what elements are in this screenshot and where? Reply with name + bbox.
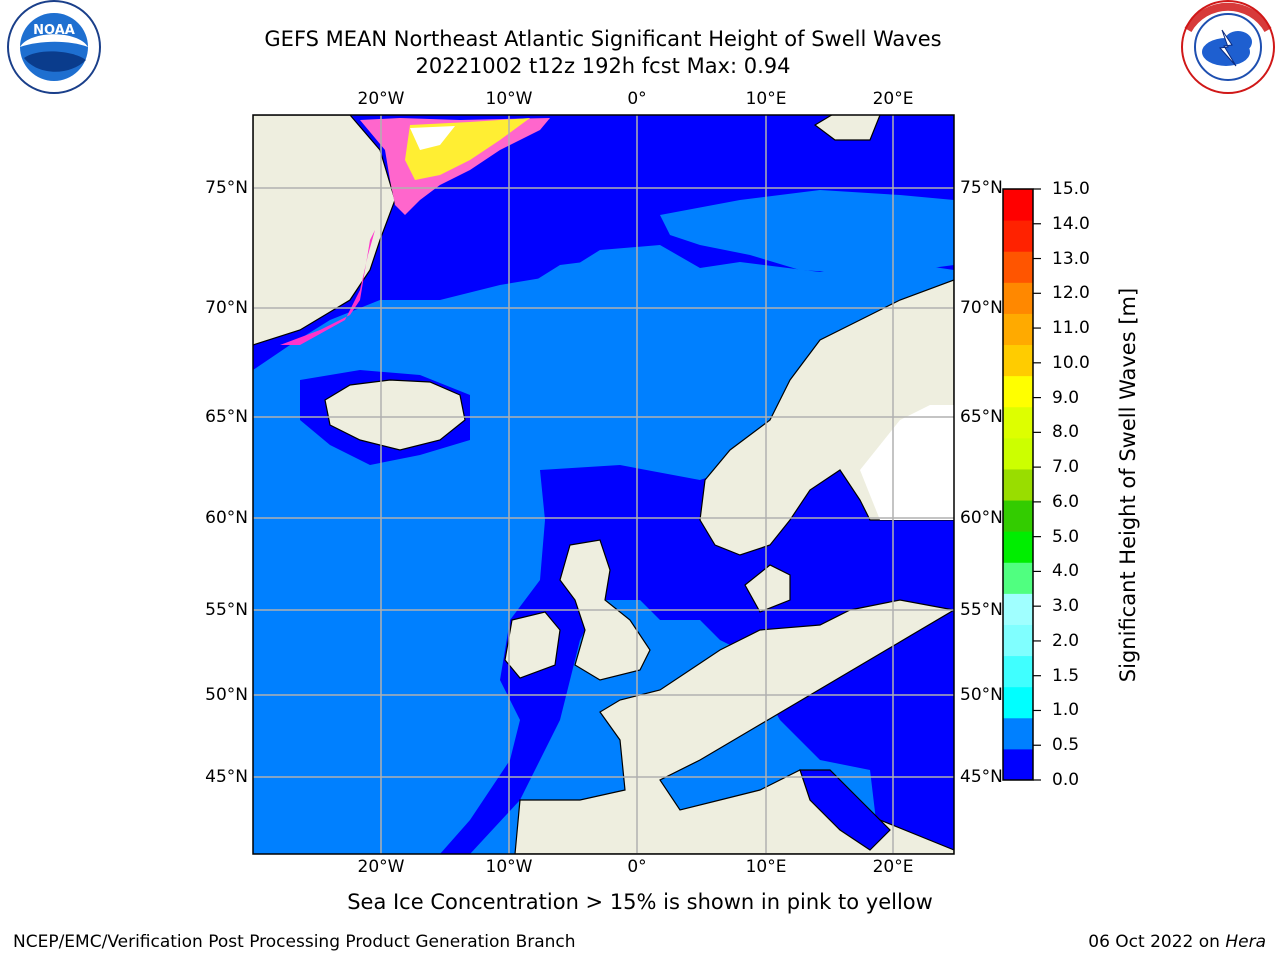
colorbar-tick-label: 1.0 [1052, 700, 1080, 721]
lon-label-top-10e: 10°E [745, 89, 787, 109]
colorbar-band [1003, 686, 1033, 719]
lat-label-left-50n: 50°N [205, 685, 248, 705]
lon-label-top-0: 0° [627, 89, 647, 109]
adriatic-sea [799, 769, 891, 851]
ireland-land [504, 611, 561, 679]
map [252, 114, 955, 855]
lon-label-top-10w: 10°W [485, 89, 533, 109]
lat-label-right-50n: 50°N [960, 685, 1003, 705]
colorbar-tick-label: 5.0 [1052, 526, 1080, 547]
colorbar-band [1003, 406, 1033, 439]
nws-logo [1181, 0, 1275, 94]
colorbar-band [1003, 375, 1033, 408]
sea-ice-note: Sea Ice Concentration > 15% is shown in … [347, 890, 933, 914]
colorbar [1003, 188, 1041, 781]
lon-label-bottom-20w: 20°W [357, 857, 405, 877]
lat-label-left-55n: 55°N [205, 600, 248, 620]
colorbar-tick-label: 1.5 [1052, 665, 1080, 686]
colorbar-band [1003, 562, 1033, 594]
lat-label-right-55n: 55°N [960, 600, 1003, 620]
colorbar-band [1003, 655, 1033, 688]
colorbar-tick-label: 13.0 [1052, 248, 1090, 269]
lat-label-right-75n: 75°N [960, 178, 1003, 198]
lat-label-left-75n: 75°N [205, 178, 248, 198]
chart-title: GEFS MEAN Northeast Atlantic Significant… [264, 27, 942, 51]
gulf-of-bothnia-nodata [860, 405, 954, 520]
colorbar-band [1003, 500, 1033, 532]
colorbar-band [1003, 313, 1033, 346]
colorbar-band [1003, 282, 1033, 314]
colorbar-tick-label: 0.5 [1052, 735, 1080, 756]
colorbar-tick-label: 12.0 [1052, 283, 1090, 304]
forecast-subtitle: 20221002 t12z 192h fcst Max: 0.94 [415, 54, 791, 78]
lat-label-left-70n: 70°N [205, 298, 248, 318]
colorbar-band [1003, 748, 1033, 781]
lon-label-bottom-10e: 10°E [745, 857, 787, 877]
ocean-swell-0-0.5-northsea [440, 430, 954, 854]
lon-label-top-20w: 20°W [357, 89, 405, 109]
map-frame [252, 114, 955, 855]
colorbar-tick-label: 9.0 [1052, 387, 1080, 408]
lat-label-left-45n: 45°N [205, 767, 248, 787]
colorbar-tick-label: 4.0 [1052, 561, 1080, 582]
lon-label-bottom-0: 0° [627, 857, 647, 877]
date-text: 06 Oct 2022 on [1088, 932, 1220, 952]
lat-label-left-60n: 60°N [205, 508, 248, 528]
colorbar-tick-label: 10.0 [1052, 352, 1090, 373]
lon-label-top-20e: 20°E [872, 89, 914, 109]
lat-label-right-60n: 60°N [960, 508, 1003, 528]
sea-ice-white [410, 126, 455, 150]
host-text: Hera [1225, 932, 1266, 952]
colorbar-tick-label: 14.0 [1052, 213, 1090, 234]
colorbar-label: Significant Height of Swell Waves [m] [1116, 287, 1140, 683]
graticule [253, 115, 954, 854]
colorbar-band [1003, 717, 1033, 750]
lat-label-right-70n: 70°N [960, 298, 1003, 318]
colorbar-band [1003, 468, 1033, 501]
colorbar-tick-label: 2.0 [1052, 630, 1080, 651]
colorbar-band [1003, 437, 1033, 470]
credit-text: NCEP/EMC/Verification Post Processing Pr… [13, 932, 576, 952]
date-stamp: 06 Oct 2022 on Hera [1088, 932, 1266, 952]
lon-label-bottom-10w: 10°W [485, 857, 533, 877]
colorbar-band [1003, 189, 1033, 221]
ocean-swell-band-central [420, 255, 820, 480]
colorbar-band [1003, 251, 1033, 283]
colorbar-band [1003, 593, 1033, 625]
colorbar-tick-label: 15.0 [1052, 179, 1090, 199]
colorbar-band [1003, 344, 1033, 377]
colorbar-tick-label: 8.0 [1052, 422, 1080, 443]
noaa-logo: NOAA [7, 0, 101, 94]
colorbar-tick-label: 3.0 [1052, 596, 1080, 617]
greenland-land [253, 115, 396, 346]
colorbar-frame [1002, 188, 1034, 781]
lat-label-left-65n: 65°N [205, 407, 248, 427]
continental-europe-land [514, 599, 954, 854]
colorbar-tick-label: 7.0 [1052, 457, 1080, 478]
colorbar-tick-label: 11.0 [1052, 318, 1090, 339]
iceland-land [324, 379, 466, 451]
colorbar-tick-label: 0.0 [1052, 770, 1080, 790]
colorbar-band [1003, 624, 1033, 657]
noaa-logo-text: NOAA [33, 23, 75, 38]
colorbar-band [1003, 531, 1033, 563]
svalbard-land [813, 115, 881, 141]
colorbar-tick-label: 6.0 [1052, 491, 1080, 512]
lon-label-bottom-20e: 20°E [872, 857, 914, 877]
ocean-swell-band-north [660, 190, 954, 275]
lat-label-right-65n: 65°N [960, 407, 1003, 427]
colorbar-band [1003, 220, 1033, 252]
lat-label-right-45n: 45°N [960, 767, 1003, 787]
